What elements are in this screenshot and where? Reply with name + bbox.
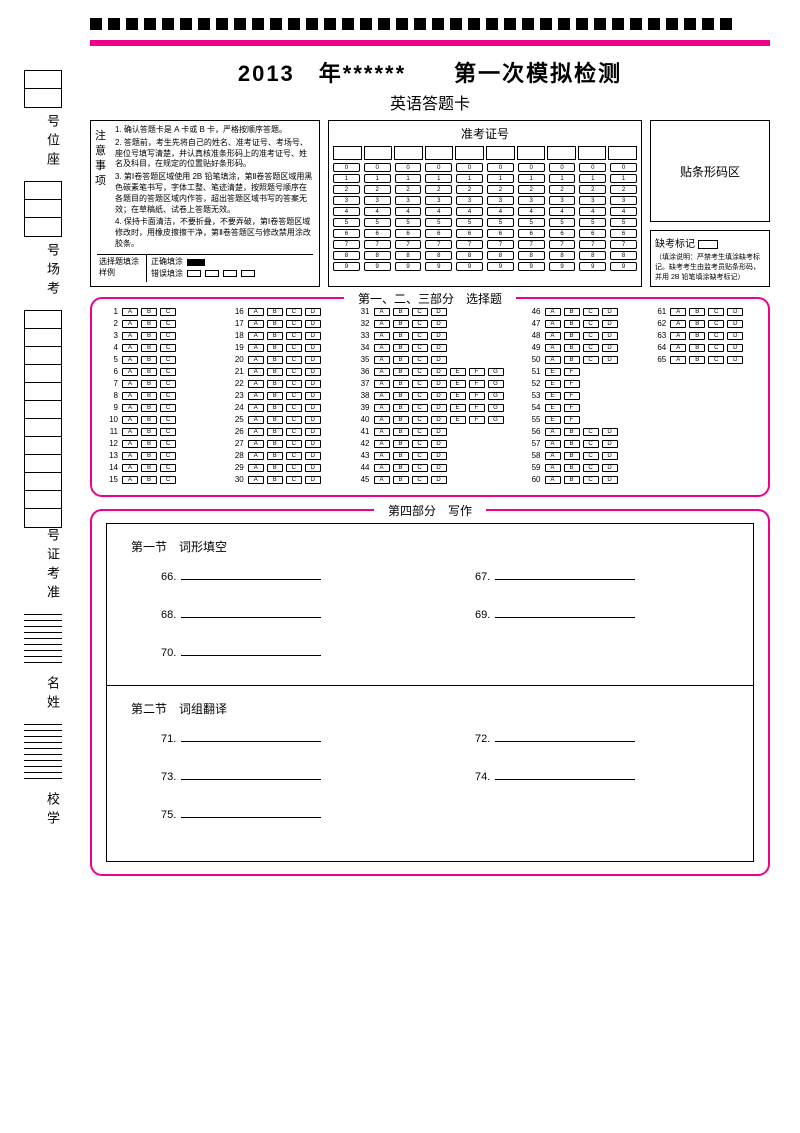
main-title: 2013 年****** 第一次模拟检测 (90, 56, 770, 88)
wrong-sample-3 (223, 270, 237, 277)
side-lines-2 (24, 724, 62, 784)
absent-bubble (698, 240, 718, 249)
school-label: 校学 (24, 792, 62, 830)
writing-section: 第四部分 写作 第一节 词形填空 66. 67. 68. 69. 70. 第二节… (90, 509, 770, 876)
wrong-label: 错误填涂 (151, 269, 183, 280)
side-lines-1 (24, 614, 62, 668)
pink-bar (90, 40, 770, 46)
exam-id-boxes (24, 310, 62, 528)
right-boxes: 贴条形码区 缺考标记 （填涂说明：严禁考生填涂缺考标记。缺考考生由监考员贴条形码… (650, 120, 770, 287)
name-label: 名姓 (24, 676, 62, 714)
blanks2: 71. 72. 73. 74. 75. (131, 733, 729, 821)
seat-boxes (24, 70, 62, 108)
mc-grid: 1ABC2ABC3ABC4ABC5ABC6ABC7ABC8ABC9ABC10AB… (102, 307, 758, 487)
wrong-sample-1 (187, 270, 201, 277)
blanks1: 66. 67. 68. 69. 70. (131, 571, 729, 659)
barcode-label: 贴条形码区 (680, 163, 740, 180)
side-column: 号位座 号场考 号证考准 名姓 校学 (24, 70, 74, 840)
top-marker-row (90, 18, 770, 30)
absent-box: 缺考标记 （填涂说明：严禁考生填涂缺考标记。缺考考生由监考员贴条形码，并用 2B… (650, 230, 770, 287)
mc-section: 第一、二、三部分 选择题 1ABC2ABC3ABC4ABC5ABC6ABC7AB… (90, 297, 770, 497)
subtitle: 英语答题卡 (90, 90, 770, 114)
writing-section-label: 第四部分 写作 (374, 502, 486, 519)
correct-label: 正确填涂 (151, 257, 183, 268)
seat-label: 号位座 (24, 114, 62, 171)
ticket-box: 准考证号 00000000001111111111222222222233333… (328, 120, 642, 287)
divider (107, 685, 753, 686)
sample-label: 选择题填涂样例 (97, 255, 147, 283)
main-area: 2013 年****** 第一次模拟检测 英语答题卡 注意事项 1. 确认答题卡… (90, 50, 770, 876)
bubble-rows: 0000000000111111111122222222223333333333… (333, 163, 637, 271)
notice-text: 1. 确认答题卡是 A 卡或 B 卡，严格按顺序答题。2. 答题前，考生先将自己… (115, 125, 313, 250)
notice-box: 注意事项 1. 确认答题卡是 A 卡或 B 卡，严格按顺序答题。2. 答题前，考… (90, 120, 320, 287)
notice-heading: 注意事项 (95, 129, 109, 188)
room-boxes (24, 181, 62, 237)
part1-title: 第一节 词形填空 (131, 538, 729, 555)
room-label: 号场考 (24, 243, 62, 300)
filled-sample (187, 259, 205, 266)
exam-id-label: 号证考准 (24, 528, 62, 604)
header-row: 注意事项 1. 确认答题卡是 A 卡或 B 卡，严格按顺序答题。2. 答题前，考… (90, 120, 770, 287)
ticket-grid (333, 146, 637, 160)
part2-title: 第二节 词组翻译 (131, 700, 729, 717)
ticket-title: 准考证号 (333, 125, 637, 142)
mc-section-label: 第一、二、三部分 选择题 (344, 290, 516, 307)
absent-note: （填涂说明：严禁考生填涂缺考标记。缺考考生由监考员贴条形码，并用 2B 铅笔填涂… (655, 252, 765, 282)
barcode-box: 贴条形码区 (650, 120, 770, 222)
wrong-sample-4 (241, 270, 255, 277)
sample-row: 选择题填涂样例 正确填涂 错误填涂 (97, 254, 313, 283)
wrong-sample-2 (205, 270, 219, 277)
writing-inner: 第一节 词形填空 66. 67. 68. 69. 70. 第二节 词组翻译 71… (106, 523, 754, 862)
absent-title: 缺考标记 (655, 239, 695, 250)
